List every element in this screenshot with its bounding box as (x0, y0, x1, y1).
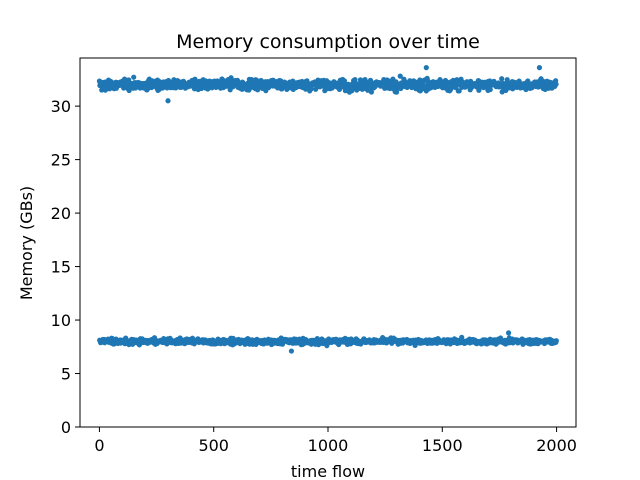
data-point (165, 98, 171, 104)
data-point (553, 338, 559, 344)
data-point (487, 86, 493, 93)
y-tick-label: 25 (51, 151, 71, 170)
data-point (368, 89, 375, 95)
data-point (288, 348, 295, 354)
data-point (397, 73, 403, 79)
plot-frame (79, 57, 577, 428)
x-tick-label: 1000 (308, 436, 349, 455)
data-point (499, 76, 505, 82)
data-point (352, 77, 358, 83)
y-axis-ticks: 0 5 10 15 20 25 30 (51, 97, 80, 437)
x-axis-ticks: 0 500 1000 1500 2000 (94, 427, 577, 455)
data-point (126, 77, 132, 83)
x-tick-label: 500 (198, 436, 229, 455)
y-tick-label: 20 (51, 204, 71, 223)
x-tick-label: 2000 (536, 436, 577, 455)
y-tick-label: 10 (51, 311, 71, 330)
y-tick-label: 30 (51, 97, 71, 116)
x-tick-label: 1500 (422, 436, 463, 455)
y-axis-label: Memory (GBs) (17, 186, 36, 300)
scatter-points (96, 65, 559, 354)
data-point (423, 65, 429, 71)
data-point (341, 78, 348, 84)
data-point (553, 81, 559, 87)
data-point (505, 330, 512, 336)
data-point (456, 88, 462, 94)
data-point (393, 89, 400, 95)
y-tick-label: 0 (61, 418, 71, 437)
x-axis-label: time flow (291, 462, 365, 480)
y-tick-label: 15 (51, 258, 71, 277)
chart-title: Memory consumption over time (176, 31, 480, 53)
data-point (536, 65, 543, 71)
data-point (131, 74, 137, 80)
y-tick-label: 5 (61, 365, 71, 384)
x-tick-label: 0 (94, 436, 104, 455)
